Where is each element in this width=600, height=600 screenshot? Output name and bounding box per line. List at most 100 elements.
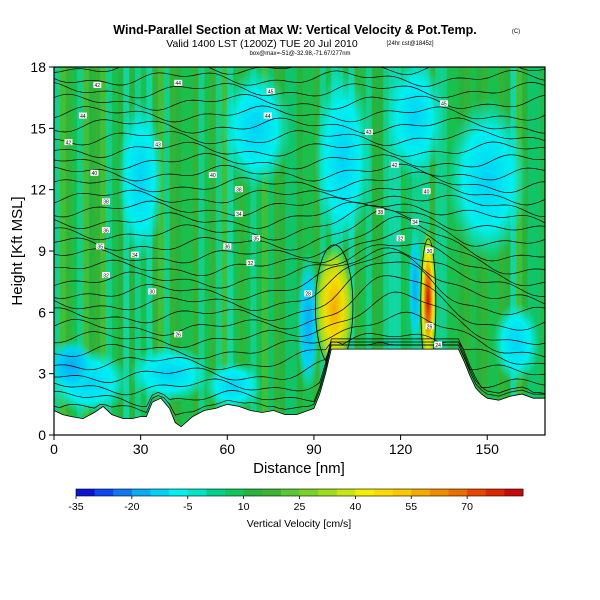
theta-contour bbox=[54, 275, 545, 336]
field-column bbox=[464, 67, 471, 435]
theta-contour bbox=[54, 194, 545, 218]
contour-label: 32 bbox=[248, 261, 254, 267]
colorbar-bin bbox=[243, 489, 263, 496]
field-column bbox=[233, 67, 240, 435]
theta-contour bbox=[54, 163, 545, 182]
contour-label-bg bbox=[234, 210, 243, 217]
colorbar-tick-label: -35 bbox=[68, 501, 83, 513]
field-anomaly bbox=[493, 302, 540, 384]
field-column bbox=[539, 67, 545, 435]
contour-label: 34 bbox=[412, 220, 418, 226]
colorbar-bin bbox=[262, 489, 282, 496]
contour-label: 38 bbox=[378, 210, 384, 216]
contour-label-bg bbox=[101, 272, 110, 279]
field-column bbox=[354, 67, 361, 435]
title-copyright-mark: (C) bbox=[512, 29, 520, 35]
plot-area: 44 42 44 45 45 42 43 44 43 40 40 42 38 38 38 36 36 40 35 35… bbox=[54, 67, 545, 435]
x-tick-label: 120 bbox=[389, 441, 413, 457]
field-anomaly bbox=[129, 345, 210, 403]
contour-label-bg bbox=[153, 141, 162, 148]
colorbar-tick-label: 25 bbox=[294, 501, 306, 513]
contour-label-bg bbox=[376, 208, 385, 215]
field-column bbox=[394, 67, 402, 435]
contour-label-bg bbox=[434, 341, 443, 348]
contour-label-bg bbox=[101, 227, 110, 234]
contour-label: 44 bbox=[175, 81, 181, 87]
y-tick-label: 18 bbox=[30, 59, 46, 75]
field-column bbox=[163, 67, 171, 435]
colorbar-bin bbox=[374, 489, 394, 496]
colorbar-bin bbox=[448, 489, 468, 496]
field-column bbox=[308, 67, 315, 435]
colorbar-bin bbox=[76, 489, 96, 496]
x-tick-label: 90 bbox=[306, 441, 322, 457]
field-column bbox=[521, 67, 529, 435]
field-column bbox=[82, 67, 90, 435]
contour-label: 45 bbox=[441, 102, 447, 108]
field-column bbox=[250, 67, 257, 435]
contour-label: 44 bbox=[265, 114, 271, 120]
contour-label: 38 bbox=[236, 187, 242, 193]
field-column bbox=[319, 67, 326, 435]
colorbar-bin bbox=[206, 489, 226, 496]
field-anomaly bbox=[221, 67, 291, 190]
colorbar-tick-label: 55 bbox=[405, 501, 417, 513]
theta-contour bbox=[54, 227, 545, 277]
colorbar-bin bbox=[94, 489, 114, 496]
x-tick-label: 30 bbox=[133, 441, 149, 457]
contour-label: 34 bbox=[132, 253, 138, 259]
field-column bbox=[77, 67, 84, 435]
contour-label: 43 bbox=[366, 130, 372, 136]
contour-label-bg bbox=[266, 88, 275, 95]
contour-label: 40 bbox=[92, 171, 98, 177]
x-tick-label: 0 bbox=[50, 441, 58, 457]
theta-contour bbox=[54, 291, 545, 348]
contour-label: 36 bbox=[225, 245, 231, 251]
contour-label: 45 bbox=[268, 89, 274, 95]
field-column bbox=[105, 67, 113, 435]
contour-label: 38 bbox=[103, 200, 109, 206]
y-tick-label: 15 bbox=[30, 120, 46, 136]
contour-label: 43 bbox=[155, 142, 161, 148]
contour-label: 26 bbox=[175, 333, 181, 339]
contour-label-bg bbox=[396, 235, 405, 242]
contour-label-bg bbox=[234, 186, 243, 193]
y-tick-label: 6 bbox=[38, 304, 46, 320]
theta-contour bbox=[54, 141, 545, 158]
field-column bbox=[417, 67, 425, 435]
contour-label: 35 bbox=[253, 237, 259, 243]
field-column bbox=[383, 67, 390, 435]
theta-contour bbox=[54, 333, 545, 371]
x-tick-label: 60 bbox=[220, 441, 236, 457]
field-column bbox=[446, 67, 454, 435]
contour-label-bg bbox=[130, 251, 139, 258]
contour-label: 34 bbox=[236, 212, 242, 218]
colorbar-bin bbox=[187, 489, 207, 496]
field-column bbox=[117, 67, 124, 435]
y-tick-label: 3 bbox=[38, 366, 46, 382]
contour-label-bg bbox=[364, 128, 373, 135]
colorbar-tick-label: -20 bbox=[124, 501, 139, 513]
field-column bbox=[204, 67, 211, 435]
contour-label: 30 bbox=[427, 249, 433, 255]
colorbar-bin bbox=[131, 489, 151, 496]
field-column bbox=[244, 67, 251, 435]
theta-contour bbox=[54, 247, 545, 301]
theta-contour bbox=[54, 342, 545, 383]
contour-label-bg bbox=[263, 112, 272, 119]
colorbar-tick-label: 40 bbox=[350, 501, 362, 513]
field-column bbox=[313, 67, 321, 435]
field-column bbox=[111, 67, 119, 435]
theta-contour bbox=[54, 201, 545, 229]
field-column bbox=[342, 67, 350, 435]
contour-label: 32 bbox=[398, 237, 404, 243]
colorbar-label: Vertical Velocity [cm/s] bbox=[247, 518, 352, 530]
field-column bbox=[267, 67, 275, 435]
field-column bbox=[290, 67, 298, 435]
colorbar-tick-label: 10 bbox=[238, 501, 250, 513]
field-column bbox=[302, 67, 309, 435]
contour-label: 28 bbox=[305, 292, 311, 298]
theta-contour bbox=[54, 105, 545, 123]
theta-contour bbox=[54, 216, 545, 264]
field-column bbox=[59, 67, 67, 435]
